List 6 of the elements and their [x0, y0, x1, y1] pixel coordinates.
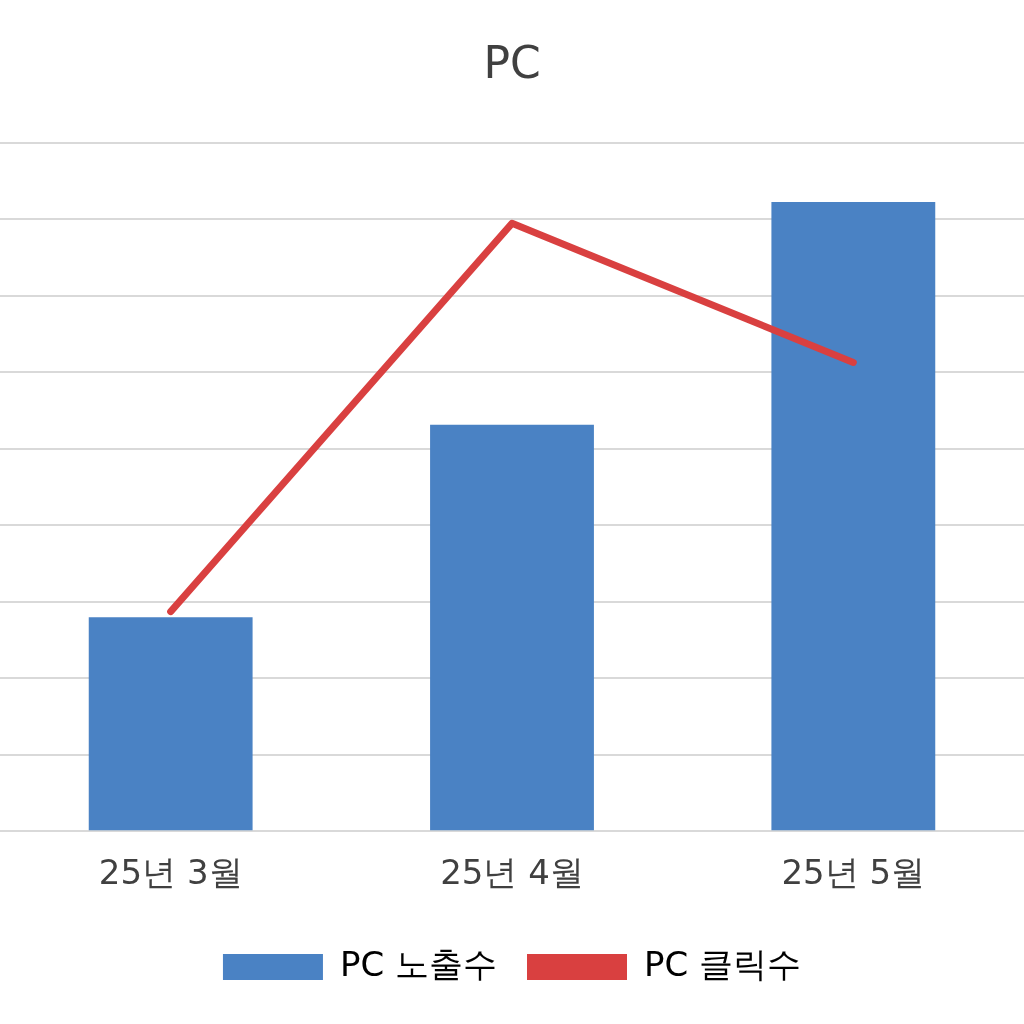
x-tick-label: 25년 3월: [98, 852, 243, 893]
x-tick-label: 25년 4월: [440, 852, 584, 893]
x-tick-label: 25년 5월: [781, 852, 926, 893]
chart-title: PC: [483, 36, 541, 88]
legend-label: PC 클릭수: [644, 943, 802, 984]
legend-label: PC 노출수: [339, 943, 498, 984]
